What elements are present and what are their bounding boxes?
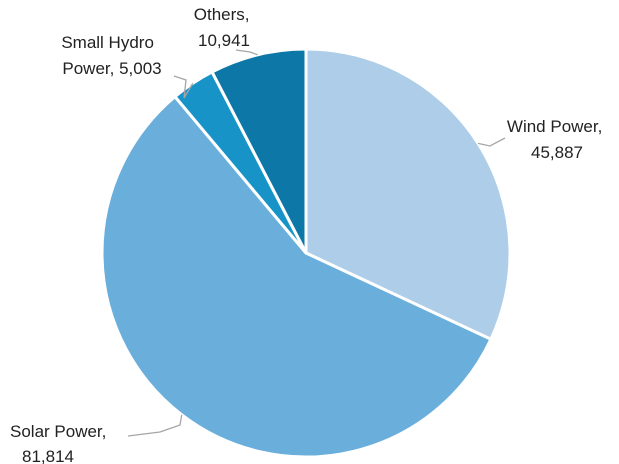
label-others-value: 10,941 [198, 31, 250, 50]
label-wind-power: Wind Power, 45,887 [507, 117, 607, 162]
label-wind-power-comma: , [598, 117, 603, 136]
label-small-hydro-value: 5,003 [119, 59, 162, 78]
label-others: Others, 10,941 [194, 5, 255, 50]
leader-others [235, 49, 258, 56]
label-small-hydro-line1: Small Hydro [61, 33, 154, 52]
leader-small-hydro [173, 75, 194, 99]
pie-slices [100, 47, 512, 459]
label-solar-power: Solar Power, 81,814 [10, 422, 111, 464]
label-small-hydro: Small Hydro Power, 5,003 [61, 33, 161, 78]
slice-solar-power [100, 95, 493, 459]
label-wind-power-value: 45,887 [531, 143, 583, 162]
label-solar-power-value: 81,814 [22, 447, 74, 464]
leader-solar-power [127, 414, 183, 437]
label-solar-power-comma: , [102, 422, 107, 441]
slice-wind-power [304, 47, 512, 341]
label-solar-power-name: Solar Power [10, 422, 103, 441]
leader-wind-power [477, 137, 506, 147]
slice-others [210, 47, 308, 255]
label-others-name: Others [194, 5, 245, 24]
leader-lines [127, 49, 506, 437]
label-wind-power-name: Wind Power [507, 117, 599, 136]
label-small-hydro-line2: Power, [62, 59, 119, 78]
label-others-comma: , [245, 5, 250, 24]
